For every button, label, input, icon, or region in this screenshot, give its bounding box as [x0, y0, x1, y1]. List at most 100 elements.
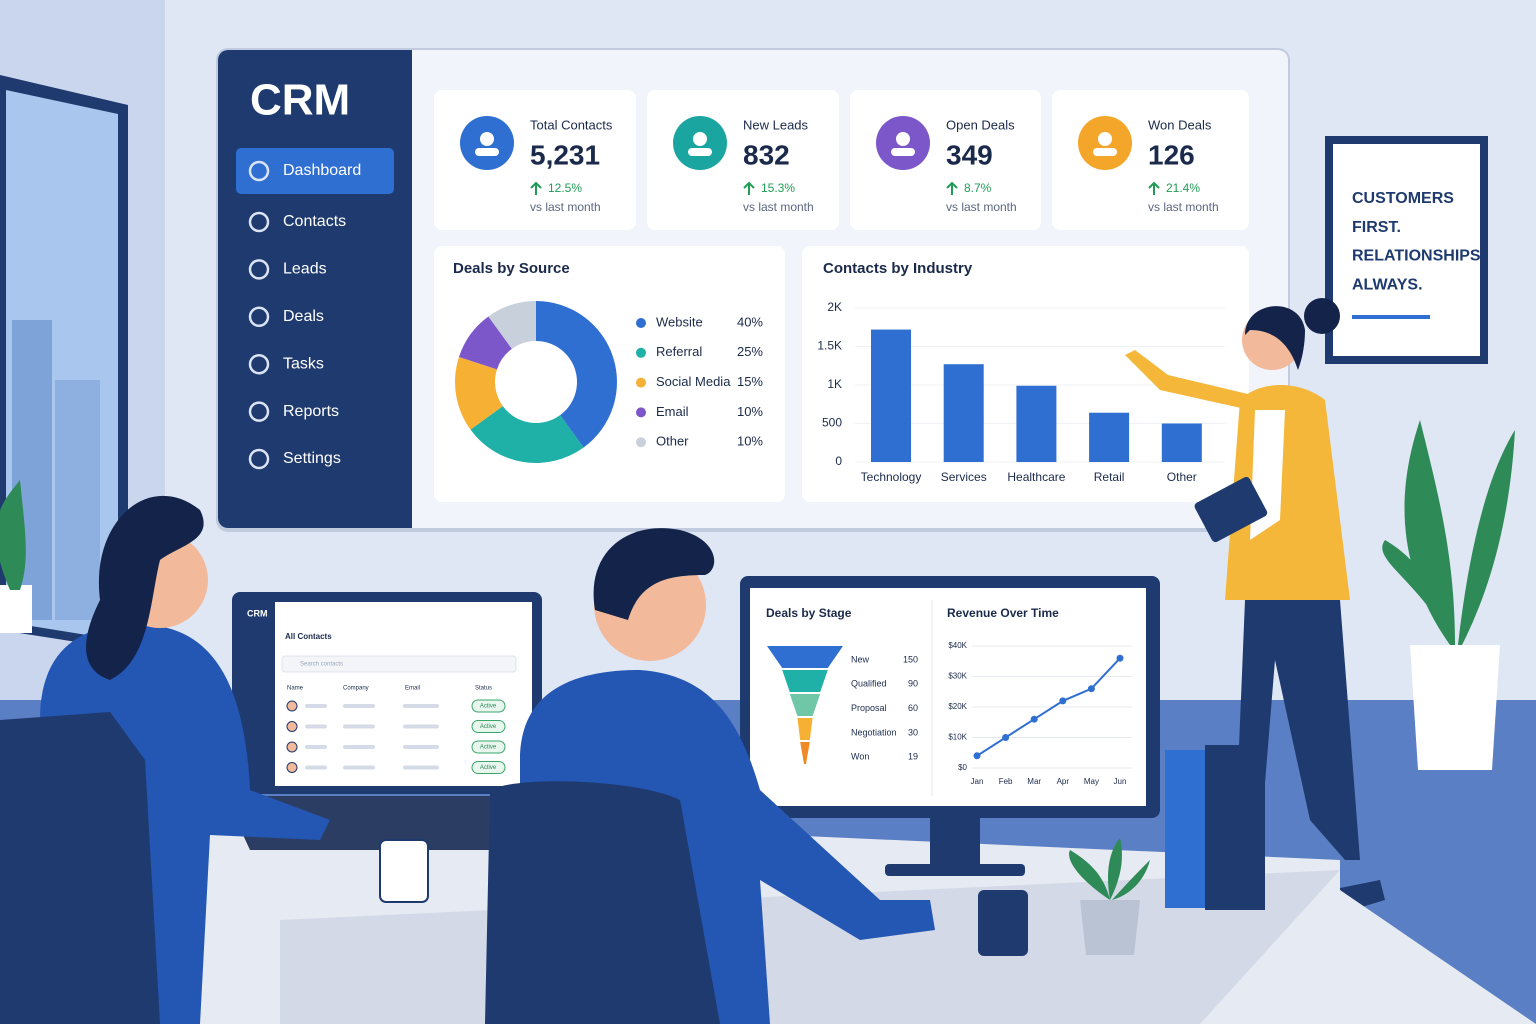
y-tick-label: 1.5K	[817, 339, 842, 353]
plant	[0, 480, 26, 590]
text-placeholder	[403, 765, 439, 770]
chart-title: Deals by Stage	[766, 606, 852, 620]
bar	[1016, 385, 1057, 462]
kpi-value: 126	[1148, 139, 1195, 170]
panel	[802, 246, 1249, 502]
chart-title: Revenue Over Time	[947, 606, 1059, 620]
point	[973, 752, 981, 760]
status: Active	[480, 704, 497, 710]
x-tick-label: Mar	[1027, 777, 1041, 786]
nav-item[interactable]: Dashboard	[283, 162, 361, 179]
donut-chart: Deals by Source Website 40% Referral 25% Soci…	[453, 260, 763, 463]
status: Active	[480, 765, 497, 771]
y-tick-label: 500	[822, 416, 842, 430]
text-placeholder	[343, 704, 375, 708]
kpi-icon-glyph	[1098, 132, 1112, 146]
kpi-icon-glyph	[896, 132, 910, 146]
plant	[1382, 420, 1515, 645]
kpi-change: 21.4%	[1166, 181, 1200, 195]
plant	[1069, 838, 1150, 900]
legend-label: Social Media	[656, 374, 731, 389]
up-arrow	[743, 181, 755, 195]
text-placeholder	[305, 765, 327, 770]
nav-item[interactable]: Deals	[283, 308, 324, 325]
kpi-row: Total Contacts 5,231 12.5% vs last month New…	[434, 90, 1249, 230]
kpi-icon-glyph	[480, 132, 494, 146]
x-tick-label: May	[1084, 777, 1099, 786]
y-tick-label: $0	[958, 763, 967, 772]
poster-underline	[1352, 315, 1430, 319]
legend-dot	[636, 377, 646, 388]
nav-item[interactable]: Settings	[283, 450, 341, 467]
funnel-stage	[789, 694, 821, 716]
donut-slice	[470, 406, 584, 463]
stage-value: 30	[908, 727, 918, 737]
sidebar-title: CRM	[250, 76, 350, 125]
poster-line: CUSTOMERS	[1352, 190, 1454, 207]
nav-item[interactable]: Leads	[283, 261, 327, 278]
nav-item[interactable]: Tasks	[283, 355, 324, 372]
kpi-note: vs last month	[530, 200, 601, 214]
text-placeholder	[403, 745, 439, 749]
legend-dot	[636, 437, 646, 448]
donut-slice	[455, 356, 503, 430]
value-label: 25%	[737, 344, 763, 359]
chair	[0, 712, 160, 1024]
value-label: 40%	[737, 314, 763, 329]
nav-icon	[248, 306, 270, 328]
status: Active	[480, 724, 497, 730]
nav-item[interactable]: Contacts	[283, 213, 346, 230]
poster-text: CUSTOMERS FIRST. RELATIONSHIPS ALWAYS.	[1352, 190, 1481, 293]
legend-label: Other	[656, 434, 689, 449]
legend-dot	[636, 407, 646, 418]
nav-icon	[248, 259, 270, 280]
stage-value: 150	[903, 654, 918, 664]
nav-icon	[248, 401, 270, 422]
value-label: 15%	[737, 374, 763, 389]
chart-title: Contacts by Industry	[823, 260, 973, 277]
donut-slice	[536, 301, 617, 448]
donut-slice	[458, 316, 512, 370]
y-tick-label: 2K	[827, 300, 842, 314]
monitor-stand	[930, 818, 980, 868]
kpi-value: 349	[946, 139, 993, 170]
text-placeholder	[343, 724, 375, 729]
bar-chart: Contacts by Industry 0 500 1K 1.5K 2K Technolo…	[817, 260, 1225, 484]
stage-value: 90	[908, 679, 918, 689]
funnel-stage	[767, 646, 843, 668]
kpi-change: 12.5%	[548, 181, 582, 195]
stage-value: 60	[908, 703, 918, 713]
stage-label: Won	[851, 752, 869, 762]
stage-label: Negotiation	[851, 727, 897, 737]
x-tick-label: Healthcare	[1007, 470, 1065, 484]
up-arrow	[530, 181, 542, 195]
text-placeholder	[305, 704, 327, 708]
value-label: 10%	[737, 434, 763, 449]
nav-icon	[248, 353, 270, 375]
chair	[485, 781, 720, 1024]
avatar	[286, 721, 298, 732]
monitor-foot	[885, 864, 1025, 876]
y-tick-label: $30K	[948, 672, 967, 681]
y-tick-label: $40K	[948, 641, 967, 650]
x-tick-label: Apr	[1057, 777, 1070, 786]
laptop-logo: CRM	[247, 608, 268, 618]
kpi-title: New Leads	[743, 117, 809, 132]
nav-item[interactable]: Reports	[283, 403, 339, 420]
text-placeholder	[403, 704, 439, 708]
status-pill	[471, 740, 506, 754]
kpi-change: 8.7%	[964, 181, 992, 195]
text-placeholder	[343, 745, 375, 749]
kpi-icon-glyph	[1093, 148, 1117, 156]
text-placeholder	[305, 724, 327, 729]
search-placeholder: Search contacts	[300, 662, 343, 668]
column-header: Status	[475, 686, 492, 692]
laptop-heading: All Contacts	[285, 632, 332, 641]
column-header: Company	[343, 686, 369, 692]
legend-dot	[636, 318, 646, 328]
point	[1116, 654, 1124, 662]
tablet	[1194, 476, 1268, 543]
nav-icon	[248, 448, 270, 470]
binder	[1205, 745, 1265, 910]
x-tick-label: Services	[941, 470, 987, 484]
